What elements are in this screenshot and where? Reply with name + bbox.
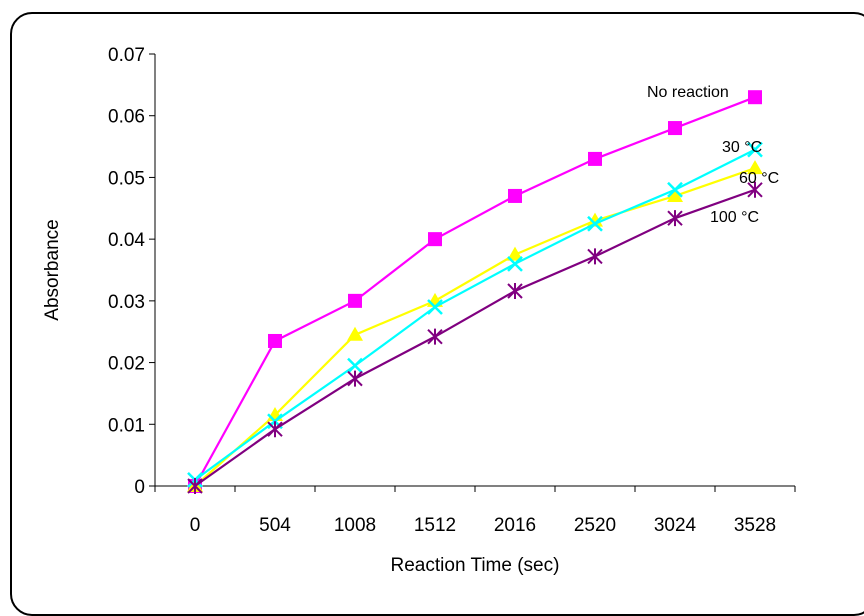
y-tick-label: 0.01: [108, 415, 145, 436]
data-point-square: [268, 333, 282, 348]
y-tick-label: 0: [134, 477, 145, 498]
series-label: 30 °C: [722, 139, 762, 156]
data-point-x: [587, 215, 603, 232]
data-point-square: [748, 90, 762, 105]
data-point-asterisk: [667, 210, 683, 227]
data-point-x: [747, 141, 763, 158]
x-tick-labels: 0 504 1008 1512 2016 2520 3024 3528: [190, 515, 776, 536]
series-line: [194, 167, 756, 487]
series-line: [194, 96, 756, 487]
x-tick-label: 2016: [494, 515, 536, 536]
x-tick-label: 504: [259, 515, 291, 536]
data-point-square: [508, 188, 522, 203]
y-tick-labels: 0 0.01 0.02 0.03 0.04 0.05 0.06 0.07: [108, 45, 145, 498]
data-point-asterisk: [347, 370, 363, 387]
axes: [149, 53, 796, 492]
data-point-x: [347, 357, 363, 374]
x-tick-label: 2520: [574, 515, 616, 536]
data-point-triangle: [507, 246, 523, 261]
data-point-asterisk: [587, 248, 603, 265]
data-point-triangle: [747, 160, 763, 175]
data-point-x: [667, 181, 683, 198]
data-point-square: [348, 293, 362, 308]
x-tick-label: 3528: [734, 515, 776, 536]
series-asterisk: [187, 181, 763, 494]
series-x: [187, 141, 763, 488]
y-tick-label: 0.02: [108, 354, 145, 375]
data-point-square: [668, 121, 682, 136]
series-label: 60 °C: [739, 170, 779, 187]
data-point-asterisk: [427, 328, 443, 345]
series-label: 100 °C: [710, 209, 759, 226]
x-tick-label: 1008: [334, 515, 376, 536]
x-axis-title: Reaction Time (sec): [391, 555, 560, 576]
data-point-square: [428, 232, 442, 247]
data-point-asterisk: [747, 181, 763, 198]
data-point-x: [427, 299, 443, 315]
series-labels: No reaction 30 °C 60 °C 100 °C: [647, 84, 779, 226]
y-tick-label: 0.06: [108, 107, 145, 128]
series-line: [194, 188, 756, 487]
y-tick-label: 0.07: [108, 45, 145, 66]
y-tick-label: 0.03: [108, 292, 145, 313]
y-tick-label: 0.05: [108, 168, 145, 189]
series-line: [194, 148, 756, 481]
series-triangle: [187, 160, 763, 492]
data-point-asterisk: [267, 421, 283, 438]
data-point-x: [507, 255, 523, 272]
series-layer: [187, 90, 763, 494]
series-label: No reaction: [647, 84, 729, 101]
data-point-asterisk: [507, 282, 523, 299]
y-axis-title: Absorbance: [42, 219, 63, 320]
data-point-asterisk: [187, 478, 203, 494]
y-tick-label: 0.04: [108, 230, 145, 251]
x-tick-label: 1512: [414, 515, 456, 536]
data-point-square: [588, 151, 602, 166]
data-point-triangle: [347, 326, 363, 341]
x-tick-label: 3024: [654, 515, 697, 536]
data-point-triangle: [667, 187, 683, 202]
x-tick-label: 0: [190, 515, 201, 536]
